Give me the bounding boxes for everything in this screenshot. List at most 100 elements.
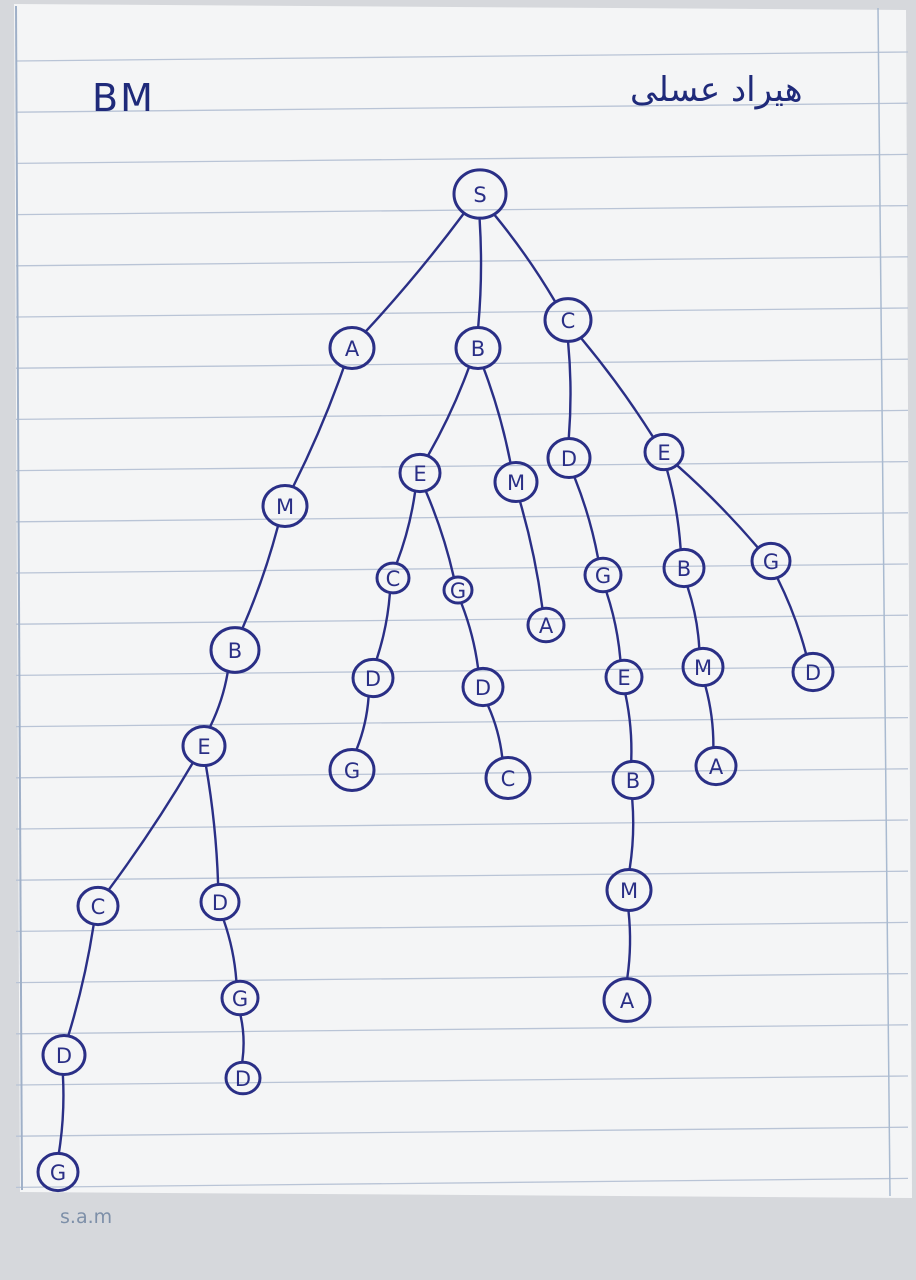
tree-edge-n6-n7 [107, 762, 194, 891]
tree-edge-n30-n31 [686, 586, 701, 649]
tree-node-circle [605, 868, 653, 912]
tree-node-circle [442, 575, 474, 605]
tree-node-label: M [620, 879, 638, 903]
tree-node-n19: G [328, 748, 376, 792]
tree-node-circle [681, 646, 725, 688]
tree-node-label: C [386, 567, 401, 591]
tree-node-label: B [626, 769, 640, 793]
tree-node-n1: A [328, 326, 376, 370]
tree-node-circle [36, 1151, 80, 1193]
tree-node-circle [461, 666, 505, 708]
tree-node-n23: D [546, 436, 592, 480]
tree-node-circle [181, 724, 227, 768]
tree-node-label: D [805, 661, 821, 685]
ruled-line [15, 512, 909, 523]
ruled-line [15, 614, 909, 625]
tree-node-n8: D [41, 1033, 87, 1077]
tree-node-circle [375, 561, 411, 595]
tree-node-circle [398, 452, 442, 494]
tree-edge-n8-n9 [57, 1074, 65, 1154]
tree-node-n7: C [76, 885, 120, 927]
tree-node-label: D [475, 676, 491, 700]
tree-node-n33: G [750, 541, 792, 581]
tree-node-circle [41, 1033, 87, 1077]
tree-node-n22: A [526, 606, 566, 644]
ruled-line [15, 563, 909, 574]
tree-node-n26: B [611, 759, 655, 801]
tree-node-n32: A [694, 745, 738, 787]
tree-node-label: B [228, 639, 242, 663]
tree-node-circle [328, 326, 376, 370]
tree-node-circle [199, 882, 241, 922]
tree-node-circle [76, 885, 120, 927]
ruled-line [15, 409, 909, 421]
tree-node-circle [643, 432, 685, 472]
tree-node-n24: G [583, 556, 623, 594]
tree-node-n9: G [36, 1151, 80, 1193]
tree-node-n27: M [605, 868, 653, 912]
ruled-line [15, 153, 909, 165]
tree-node-label: D [561, 447, 577, 471]
tree-node-n28: A [602, 977, 652, 1023]
author-name: هیراد عسلی [630, 70, 803, 110]
tree-edge-n26-n27 [628, 798, 635, 870]
tree-node-circle [604, 658, 644, 696]
tree-node-circle [484, 756, 532, 800]
tree-node-label: E [413, 462, 426, 486]
ruled-line [15, 819, 909, 830]
tree-node-label: G [763, 550, 779, 574]
tree-node-n10: D [199, 882, 241, 922]
heading-left: BM [92, 76, 155, 120]
tree-node-label: E [197, 735, 210, 759]
ruled-line [15, 768, 909, 779]
tree-node-label: E [657, 441, 670, 465]
tree-node-n11: G [220, 979, 260, 1017]
tree-node-circle [526, 606, 566, 644]
margin-line [15, 5, 23, 1191]
tree-edge-n14-n17 [424, 490, 455, 578]
tree-edge-n6-n10 [204, 765, 220, 885]
tree-node-label: S [473, 183, 486, 207]
margin-line-right [877, 7, 891, 1197]
ruled-line [15, 921, 909, 933]
tree-edge-n0-n3 [493, 214, 557, 303]
tree-node-n18: D [351, 657, 395, 699]
ruled-line [15, 307, 909, 318]
ruled-line [15, 665, 909, 677]
tree-node-circle [224, 1060, 262, 1096]
tree-node-circle [694, 745, 738, 787]
tree-node-n21: C [484, 756, 532, 800]
tree-node-label: D [212, 891, 228, 915]
tree-node-n3: C [543, 297, 593, 343]
tree-edge-n31-n32 [704, 685, 715, 748]
tree-node-label: M [694, 656, 712, 680]
tree-node-label: G [450, 579, 466, 603]
tree-node-label: A [539, 614, 554, 638]
footer-brand: s.a.m [60, 1206, 113, 1228]
tree-node-label: M [507, 471, 525, 495]
tree-node-n4: M [261, 484, 309, 528]
tree-node-n12: D [224, 1060, 262, 1096]
tree-node-circle [750, 541, 792, 581]
ruled-line [15, 972, 909, 984]
ruled-line [15, 256, 909, 267]
tree-node-label: G [50, 1161, 66, 1185]
tree-node-n5: B [209, 626, 261, 674]
tree-node-label: A [709, 755, 724, 779]
tree-node-n15: M [493, 460, 539, 504]
ruled-line [15, 1126, 909, 1137]
tree-node-label: G [344, 759, 360, 783]
tree-node-n34: D [791, 651, 835, 693]
tree-node-n14: E [398, 452, 442, 494]
tree-node-n29: E [643, 432, 685, 472]
tree-node-circle [602, 977, 652, 1023]
tree-edge-n2-n14 [427, 366, 470, 457]
tree-edge-n0-n1 [364, 212, 465, 333]
tree-node-label: C [501, 767, 516, 791]
tree-edge-n4-n5 [241, 525, 279, 629]
tree-edge-n2-n15 [482, 367, 512, 463]
tree-node-n31: M [681, 646, 725, 688]
tree-node-circle [583, 556, 623, 594]
tree-edge-n23-n24 [573, 476, 600, 559]
